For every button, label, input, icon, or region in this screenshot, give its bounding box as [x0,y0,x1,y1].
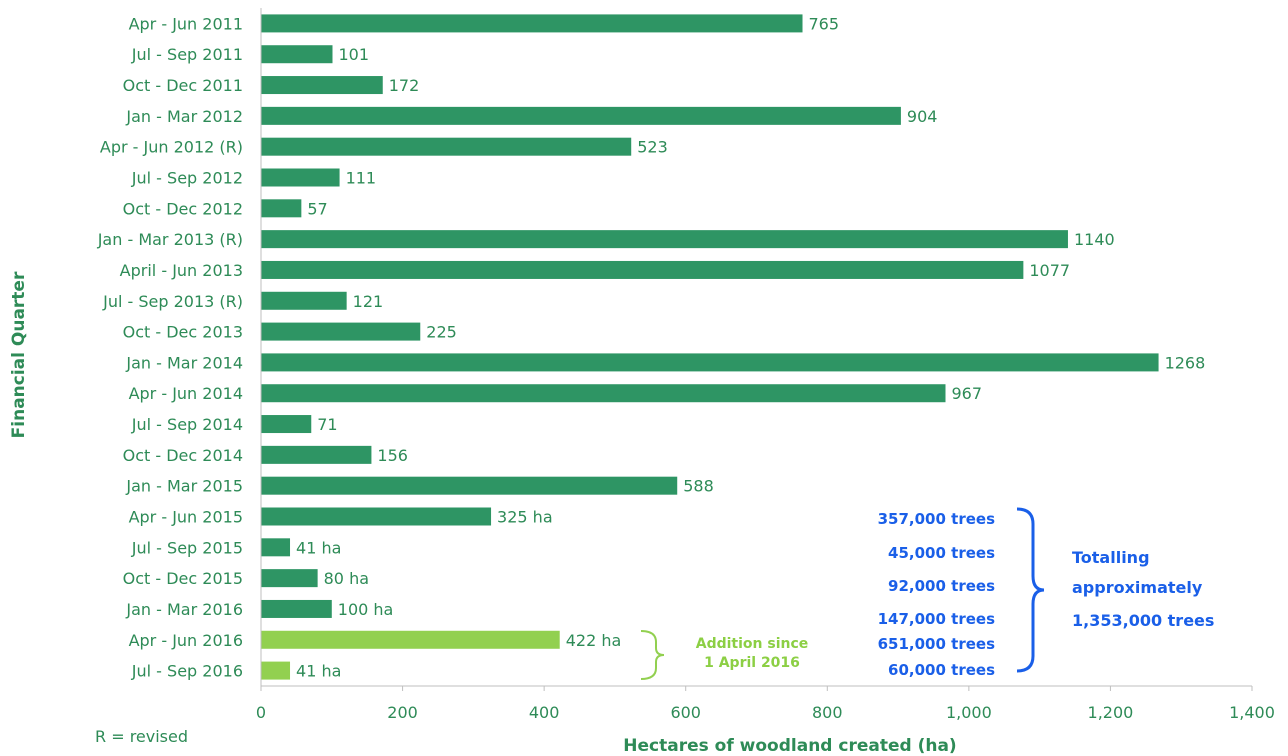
bar [261,106,901,125]
x-tick-label: 800 [812,703,843,722]
addition-label: 1 April 2016 [704,655,800,671]
category-label: Apr - Jun 2014 [129,384,243,403]
total-label: approximately [1072,578,1203,597]
category-label: Jul - Sep 2011 [131,45,243,64]
category-label: Jan - Mar 2014 [125,353,243,372]
value-label: 422 ha [566,631,622,650]
category-label: Jan - Mar 2015 [125,477,243,496]
value-label: 1140 [1074,230,1115,249]
value-label: 225 [426,323,457,342]
category-label: Jul - Sep 2014 [131,415,243,434]
category-label: Jan - Mar 2016 [125,600,243,619]
bar [261,168,340,187]
category-label: Apr - Jun 2016 [129,631,243,650]
axes [260,8,1252,687]
trees-brace [1016,507,1045,673]
bar [261,476,678,495]
bar [261,661,291,680]
value-label: 156 [377,446,408,465]
bar [261,322,421,341]
x-tick-label: 1,400 [1229,703,1275,722]
x-ticks: 0 200 400 600 800 1,000 1,200 1,400 [256,686,1275,722]
addition-annotation: Addition since 1 April 2016 [696,636,809,671]
revised-note: R = revised [95,727,188,746]
bar [261,76,383,95]
category-labels: Apr - Jun 2011 Jul - Sep 2011 Oct - Dec 20… [97,14,243,680]
value-label: 523 [637,138,668,157]
value-label: 80 ha [324,569,369,588]
category-label: Jul - Sep 2015 [131,538,243,557]
tree-count-label: 60,000 trees [888,661,995,679]
bar [261,569,318,588]
bar [261,291,347,310]
value-label: 765 [809,14,840,33]
category-label: Jul - Sep 2013 (R) [102,292,243,311]
value-label: 967 [951,384,982,403]
value-label: 41 ha [296,662,341,681]
x-tick-label: 1,200 [1088,703,1134,722]
value-label: 1268 [1165,353,1206,372]
x-tick-label: 0 [256,703,266,722]
tree-count-label: 357,000 trees [878,510,995,528]
value-label: 904 [907,107,938,126]
category-label: Oct - Dec 2013 [123,323,243,342]
value-label: 325 ha [497,508,553,527]
bar [261,599,332,618]
bar [261,14,803,33]
value-label: 1077 [1029,261,1070,280]
x-tick-label: 200 [387,703,418,722]
bar [261,630,560,649]
x-tick-label: 600 [670,703,701,722]
category-label: Apr - Jun 2011 [129,14,243,33]
value-label: 57 [307,199,327,218]
value-label: 100 ha [338,600,394,619]
bar [261,507,492,526]
x-tick-label: 400 [529,703,560,722]
category-label: Jan - Mar 2013 (R) [97,230,243,249]
total-label: Totalling [1072,548,1150,567]
category-label: Oct - Dec 2014 [123,446,243,465]
category-label: Apr - Jun 2012 (R) [100,138,243,157]
x-tick-label: 1,000 [946,703,992,722]
tree-count-label: 92,000 trees [888,577,995,595]
y-axis-title: Financial Quarter [9,271,29,438]
category-label: Oct - Dec 2011 [123,76,243,95]
category-label: Apr - Jun 2015 [129,508,243,527]
bar [261,199,302,218]
x-axis-title: Hectares of woodland created (ha) [623,736,956,756]
tree-count-label: 45,000 trees [888,544,995,562]
value-label: 71 [317,415,337,434]
bar [261,445,372,464]
category-label: Oct - Dec 2015 [123,569,243,588]
tree-annotations: 357,000 trees 45,000 trees 92,000 trees 147… [878,510,995,679]
bar [261,230,1068,249]
category-label: Jul - Sep 2016 [131,662,243,681]
addition-label: Addition since [696,636,809,652]
category-label: Jan - Mar 2012 [125,107,243,126]
total-label: 1,353,000 trees [1072,611,1214,630]
category-label: April - Jun 2013 [120,261,243,280]
category-label: Oct - Dec 2012 [123,199,243,218]
bar [261,384,946,403]
addition-brace [640,630,665,680]
tree-count-label: 651,000 trees [878,635,995,653]
value-label: 111 [346,169,377,188]
category-label: Jul - Sep 2012 [131,169,243,188]
bar [261,538,291,557]
value-label: 41 ha [296,538,341,557]
bar [261,45,333,64]
tree-count-label: 147,000 trees [878,610,995,628]
value-label: 588 [683,477,714,496]
bar [261,260,1024,279]
bar [261,137,632,156]
total-annotation: Totalling approximately 1,353,000 trees [1072,548,1214,630]
bar [261,353,1159,372]
value-label: 172 [389,76,420,95]
value-label: 121 [353,292,384,311]
bar [261,415,312,434]
bars-group [261,14,1159,680]
value-label: 101 [338,45,369,64]
